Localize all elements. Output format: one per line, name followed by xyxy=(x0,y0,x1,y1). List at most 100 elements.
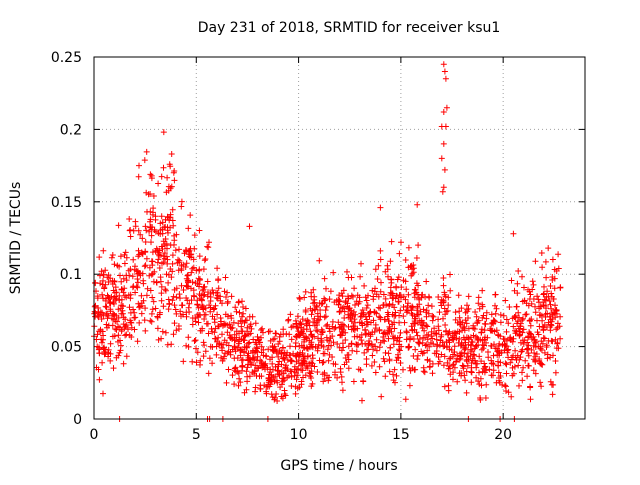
data-point xyxy=(136,319,143,326)
data-point xyxy=(225,342,232,349)
data-point xyxy=(377,305,384,312)
data-point xyxy=(500,335,507,342)
data-point xyxy=(147,171,154,178)
data-point xyxy=(98,268,105,275)
data-point xyxy=(359,307,366,313)
data-point xyxy=(361,349,368,356)
data-point xyxy=(404,303,411,309)
data-point xyxy=(277,384,284,391)
data-point xyxy=(490,352,497,359)
data-point xyxy=(244,357,251,364)
data-point xyxy=(376,363,383,370)
data-point xyxy=(352,325,358,332)
data-point xyxy=(456,356,463,363)
data-point xyxy=(359,397,365,404)
data-point xyxy=(168,151,175,157)
data-point xyxy=(515,309,522,316)
data-point xyxy=(441,305,448,312)
data-point xyxy=(324,321,331,328)
data-point xyxy=(358,337,365,344)
data-point xyxy=(448,347,455,353)
data-point xyxy=(338,373,345,380)
data-point xyxy=(398,239,404,246)
data-point xyxy=(488,357,495,364)
data-point xyxy=(300,359,307,366)
data-point xyxy=(248,325,255,332)
data-point xyxy=(360,311,367,318)
data-point xyxy=(372,266,379,273)
data-point xyxy=(363,356,370,362)
data-point xyxy=(519,317,526,323)
data-point xyxy=(163,189,170,196)
data-point xyxy=(421,349,427,356)
data-point xyxy=(393,357,400,364)
data-point xyxy=(372,321,379,328)
data-point xyxy=(390,341,397,348)
data-point xyxy=(215,334,222,341)
data-point xyxy=(153,279,160,286)
data-point xyxy=(538,361,545,368)
data-point xyxy=(239,363,246,370)
data-point xyxy=(117,272,123,279)
data-point xyxy=(232,304,239,311)
data-point xyxy=(223,379,230,386)
data-point xyxy=(143,189,150,196)
data-point xyxy=(485,354,492,361)
data-point xyxy=(337,365,344,372)
data-point xyxy=(150,193,157,199)
data-point xyxy=(483,309,490,316)
data-point xyxy=(539,317,546,324)
chart-title: Day 231 of 2018, SRMTID for receiver ksu… xyxy=(198,20,501,36)
data-point xyxy=(155,180,162,187)
data-point xyxy=(478,329,485,336)
data-point xyxy=(233,334,240,341)
data-point xyxy=(435,323,442,330)
data-point xyxy=(461,327,468,334)
data-point xyxy=(363,305,370,311)
data-point xyxy=(549,256,556,263)
data-point xyxy=(130,256,137,263)
data-point xyxy=(318,301,325,307)
data-point xyxy=(464,302,470,309)
data-point xyxy=(291,372,298,379)
data-point xyxy=(482,321,489,328)
data-point xyxy=(364,302,371,309)
data-point xyxy=(348,274,355,281)
data-point xyxy=(376,344,383,351)
data-point xyxy=(227,324,234,331)
data-point xyxy=(396,338,403,345)
data-point xyxy=(451,343,458,350)
data-point xyxy=(197,357,204,364)
data-point xyxy=(178,282,185,289)
data-point xyxy=(120,303,126,309)
data-point xyxy=(189,321,196,328)
data-point xyxy=(297,351,303,358)
data-point xyxy=(329,318,336,325)
data-point xyxy=(348,318,355,325)
data-point xyxy=(547,283,554,289)
data-point xyxy=(530,281,537,288)
data-point xyxy=(376,326,383,333)
data-point xyxy=(260,361,267,368)
data-point xyxy=(531,339,538,346)
data-point xyxy=(520,315,526,322)
data-point xyxy=(273,377,280,384)
data-point xyxy=(147,216,154,223)
data-point xyxy=(256,339,263,346)
data-point xyxy=(475,378,482,385)
data-point xyxy=(217,315,224,321)
data-point xyxy=(461,346,468,353)
data-point xyxy=(429,370,436,377)
data-point xyxy=(119,286,125,293)
data-point xyxy=(480,345,487,352)
data-point xyxy=(375,262,382,269)
data-point xyxy=(162,216,169,223)
data-point xyxy=(456,328,463,335)
data-point xyxy=(516,356,523,363)
data-point xyxy=(319,359,326,366)
data-point xyxy=(302,372,309,379)
data-point xyxy=(392,334,398,341)
data-point xyxy=(349,313,356,319)
data-point xyxy=(388,276,395,283)
data-point xyxy=(497,359,504,366)
